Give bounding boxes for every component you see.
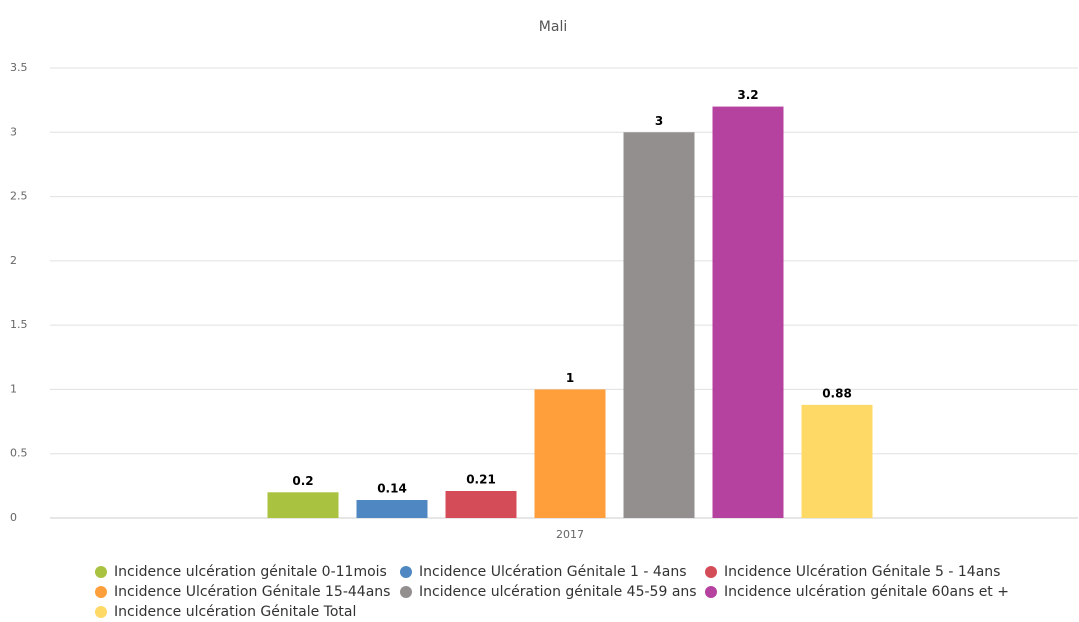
data-label: 0.2 — [292, 474, 313, 488]
y-tick-label: 2.5 — [10, 190, 28, 203]
legend-marker — [95, 586, 107, 598]
y-tick-label: 3.5 — [10, 61, 28, 74]
bar — [623, 132, 695, 519]
y-tick-label: 1.5 — [10, 318, 28, 331]
legend-marker — [95, 606, 107, 618]
bar — [801, 404, 873, 518]
legend-label: Incidence ulcération génitale 0-11mois — [114, 564, 387, 580]
legend-marker — [705, 566, 717, 578]
x-tick-label: 2017 — [556, 528, 584, 541]
legend-label: Incidence Ulcération Génitale 1 - 4ans — [419, 564, 687, 580]
y-tick-label: 0.5 — [10, 447, 28, 460]
data-label: 0.14 — [377, 482, 407, 496]
data-label: 3 — [655, 114, 663, 128]
y-tick-label: 2 — [10, 254, 17, 267]
legend-label: Incidence ulcération génitale 45-59 ans — [419, 584, 697, 600]
data-label: 0.21 — [466, 473, 496, 487]
legend-marker — [95, 566, 107, 578]
legend-label: Incidence ulcération génitale 60ans et + — [724, 584, 1009, 600]
bar — [267, 492, 339, 518]
legend-label: Incidence Ulcération Génitale 5 - 14ans — [724, 564, 1000, 580]
data-label: 1 — [566, 371, 574, 385]
bar — [356, 500, 428, 518]
legend-marker — [705, 586, 717, 598]
data-label: 3.2 — [737, 88, 758, 102]
y-tick-label: 3 — [10, 125, 17, 138]
y-tick-label: 1 — [10, 382, 17, 395]
y-tick-label: 0 — [10, 511, 17, 524]
bar — [445, 491, 517, 518]
bar — [712, 106, 784, 519]
bar — [534, 389, 606, 518]
legend-label: Incidence ulcération Génitale Total — [114, 604, 356, 620]
data-label: 0.88 — [822, 386, 852, 400]
chart-subtitle: Mali — [539, 19, 567, 35]
legend-marker — [400, 566, 412, 578]
legend-marker — [400, 586, 412, 598]
legend-label: Incidence Ulcération Génitale 15-44ans — [114, 584, 390, 600]
